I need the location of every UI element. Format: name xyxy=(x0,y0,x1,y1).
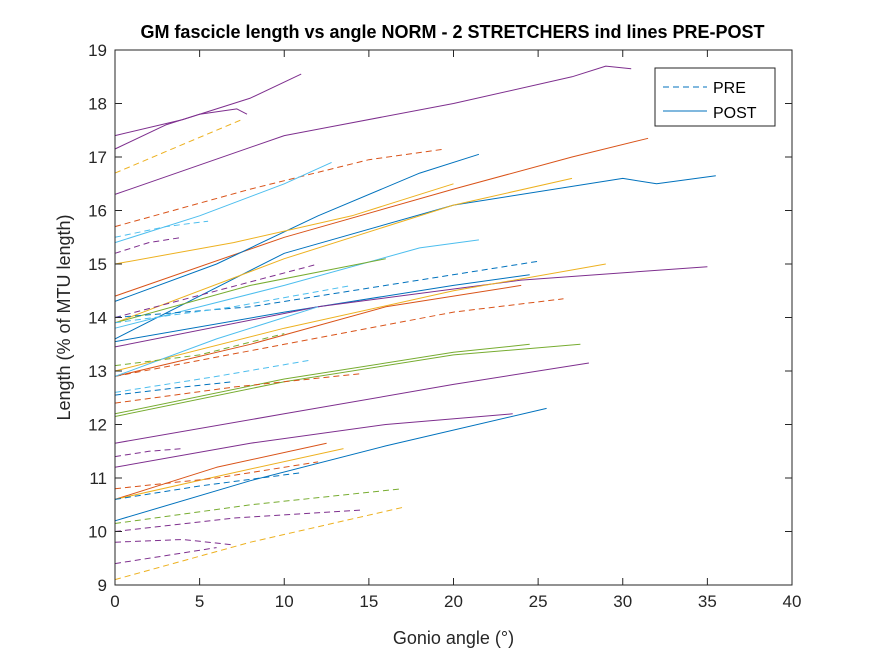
series-line-38 xyxy=(114,472,302,500)
y-tick-label: 19 xyxy=(88,41,107,60)
series-line-39 xyxy=(114,488,403,524)
x-tick-label: 25 xyxy=(529,592,548,611)
series-line-43 xyxy=(114,506,403,581)
legend-label-post: POST xyxy=(713,105,757,122)
series-line-15 xyxy=(114,258,386,324)
series-line-4 xyxy=(114,119,243,174)
x-tick-label: 20 xyxy=(444,592,463,611)
series-line-11 xyxy=(114,183,454,265)
x-axis-title: Gonio angle (°) xyxy=(393,628,514,648)
series-line-37 xyxy=(114,461,319,490)
y-tick-label: 9 xyxy=(98,576,107,595)
series-line-17 xyxy=(114,260,539,318)
series-line-1 xyxy=(114,73,302,137)
x-tick-label: 35 xyxy=(698,592,717,611)
y-tick-label: 18 xyxy=(88,95,107,114)
series-line-41 xyxy=(114,539,234,546)
series-line-6 xyxy=(114,137,649,297)
series-line-10 xyxy=(114,236,183,254)
series-line-18 xyxy=(114,274,530,343)
series-line-36 xyxy=(114,448,344,500)
x-tick-label: 30 xyxy=(613,592,632,611)
series-line-29 xyxy=(114,343,530,415)
y-tick-label: 10 xyxy=(88,523,107,542)
y-tick-label: 13 xyxy=(88,362,107,381)
series-line-21 xyxy=(114,263,606,372)
legend: PRE POST xyxy=(654,67,776,127)
series-line-3 xyxy=(114,65,632,195)
series-line-13 xyxy=(114,177,573,324)
series-line-26 xyxy=(114,359,310,393)
y-axis-title: Length (% of MTU length) xyxy=(54,214,74,420)
series-line-31 xyxy=(114,362,589,444)
x-tick-label: 10 xyxy=(275,592,294,611)
series-line-42 xyxy=(114,547,217,565)
series-line-30 xyxy=(114,373,361,404)
y-tick-label: 16 xyxy=(88,202,107,221)
y-tick-label: 14 xyxy=(88,309,107,328)
series-line-40 xyxy=(114,509,361,532)
y-tick-label: 17 xyxy=(88,148,107,167)
series-line-35 xyxy=(114,442,327,500)
series-line-28 xyxy=(114,343,581,417)
series-line-27 xyxy=(114,381,234,396)
series-line-8 xyxy=(114,220,209,238)
x-tick-label: 5 xyxy=(195,592,204,611)
series-line-12 xyxy=(114,175,716,340)
y-tick-label: 12 xyxy=(88,416,107,435)
series-line-7 xyxy=(114,161,332,244)
x-tick-label: 40 xyxy=(783,592,802,611)
x-tick-label: 15 xyxy=(359,592,378,611)
series-line-25 xyxy=(114,333,285,367)
series-line-2 xyxy=(114,108,248,150)
y-tick-label: 15 xyxy=(88,255,107,274)
series-line-23 xyxy=(114,298,564,377)
chart-title: GM fascicle length vs angle NORM - 2 STR… xyxy=(140,22,764,42)
series-line-20 xyxy=(114,266,708,348)
series-line-9 xyxy=(114,153,480,302)
x-tick-label: 0 xyxy=(110,592,119,611)
series-line-33 xyxy=(114,448,183,458)
series-line-32 xyxy=(114,413,513,468)
series-line-14 xyxy=(114,239,479,329)
series-layer xyxy=(114,65,716,581)
series-line-19 xyxy=(114,284,352,324)
series-line-34 xyxy=(114,407,547,522)
series-line-22 xyxy=(114,284,522,377)
series-line-5 xyxy=(114,148,446,228)
series-line-24 xyxy=(114,306,319,377)
series-line-16 xyxy=(114,263,319,318)
legend-label-pre: PRE xyxy=(713,80,746,97)
ticks-layer: 0 5 10 15 20 25 30 35 40 9 10 11 12 13 14 15 16 17 18 19 xyxy=(88,41,801,611)
y-tick-label: 11 xyxy=(89,469,107,488)
legend-box xyxy=(654,67,776,127)
